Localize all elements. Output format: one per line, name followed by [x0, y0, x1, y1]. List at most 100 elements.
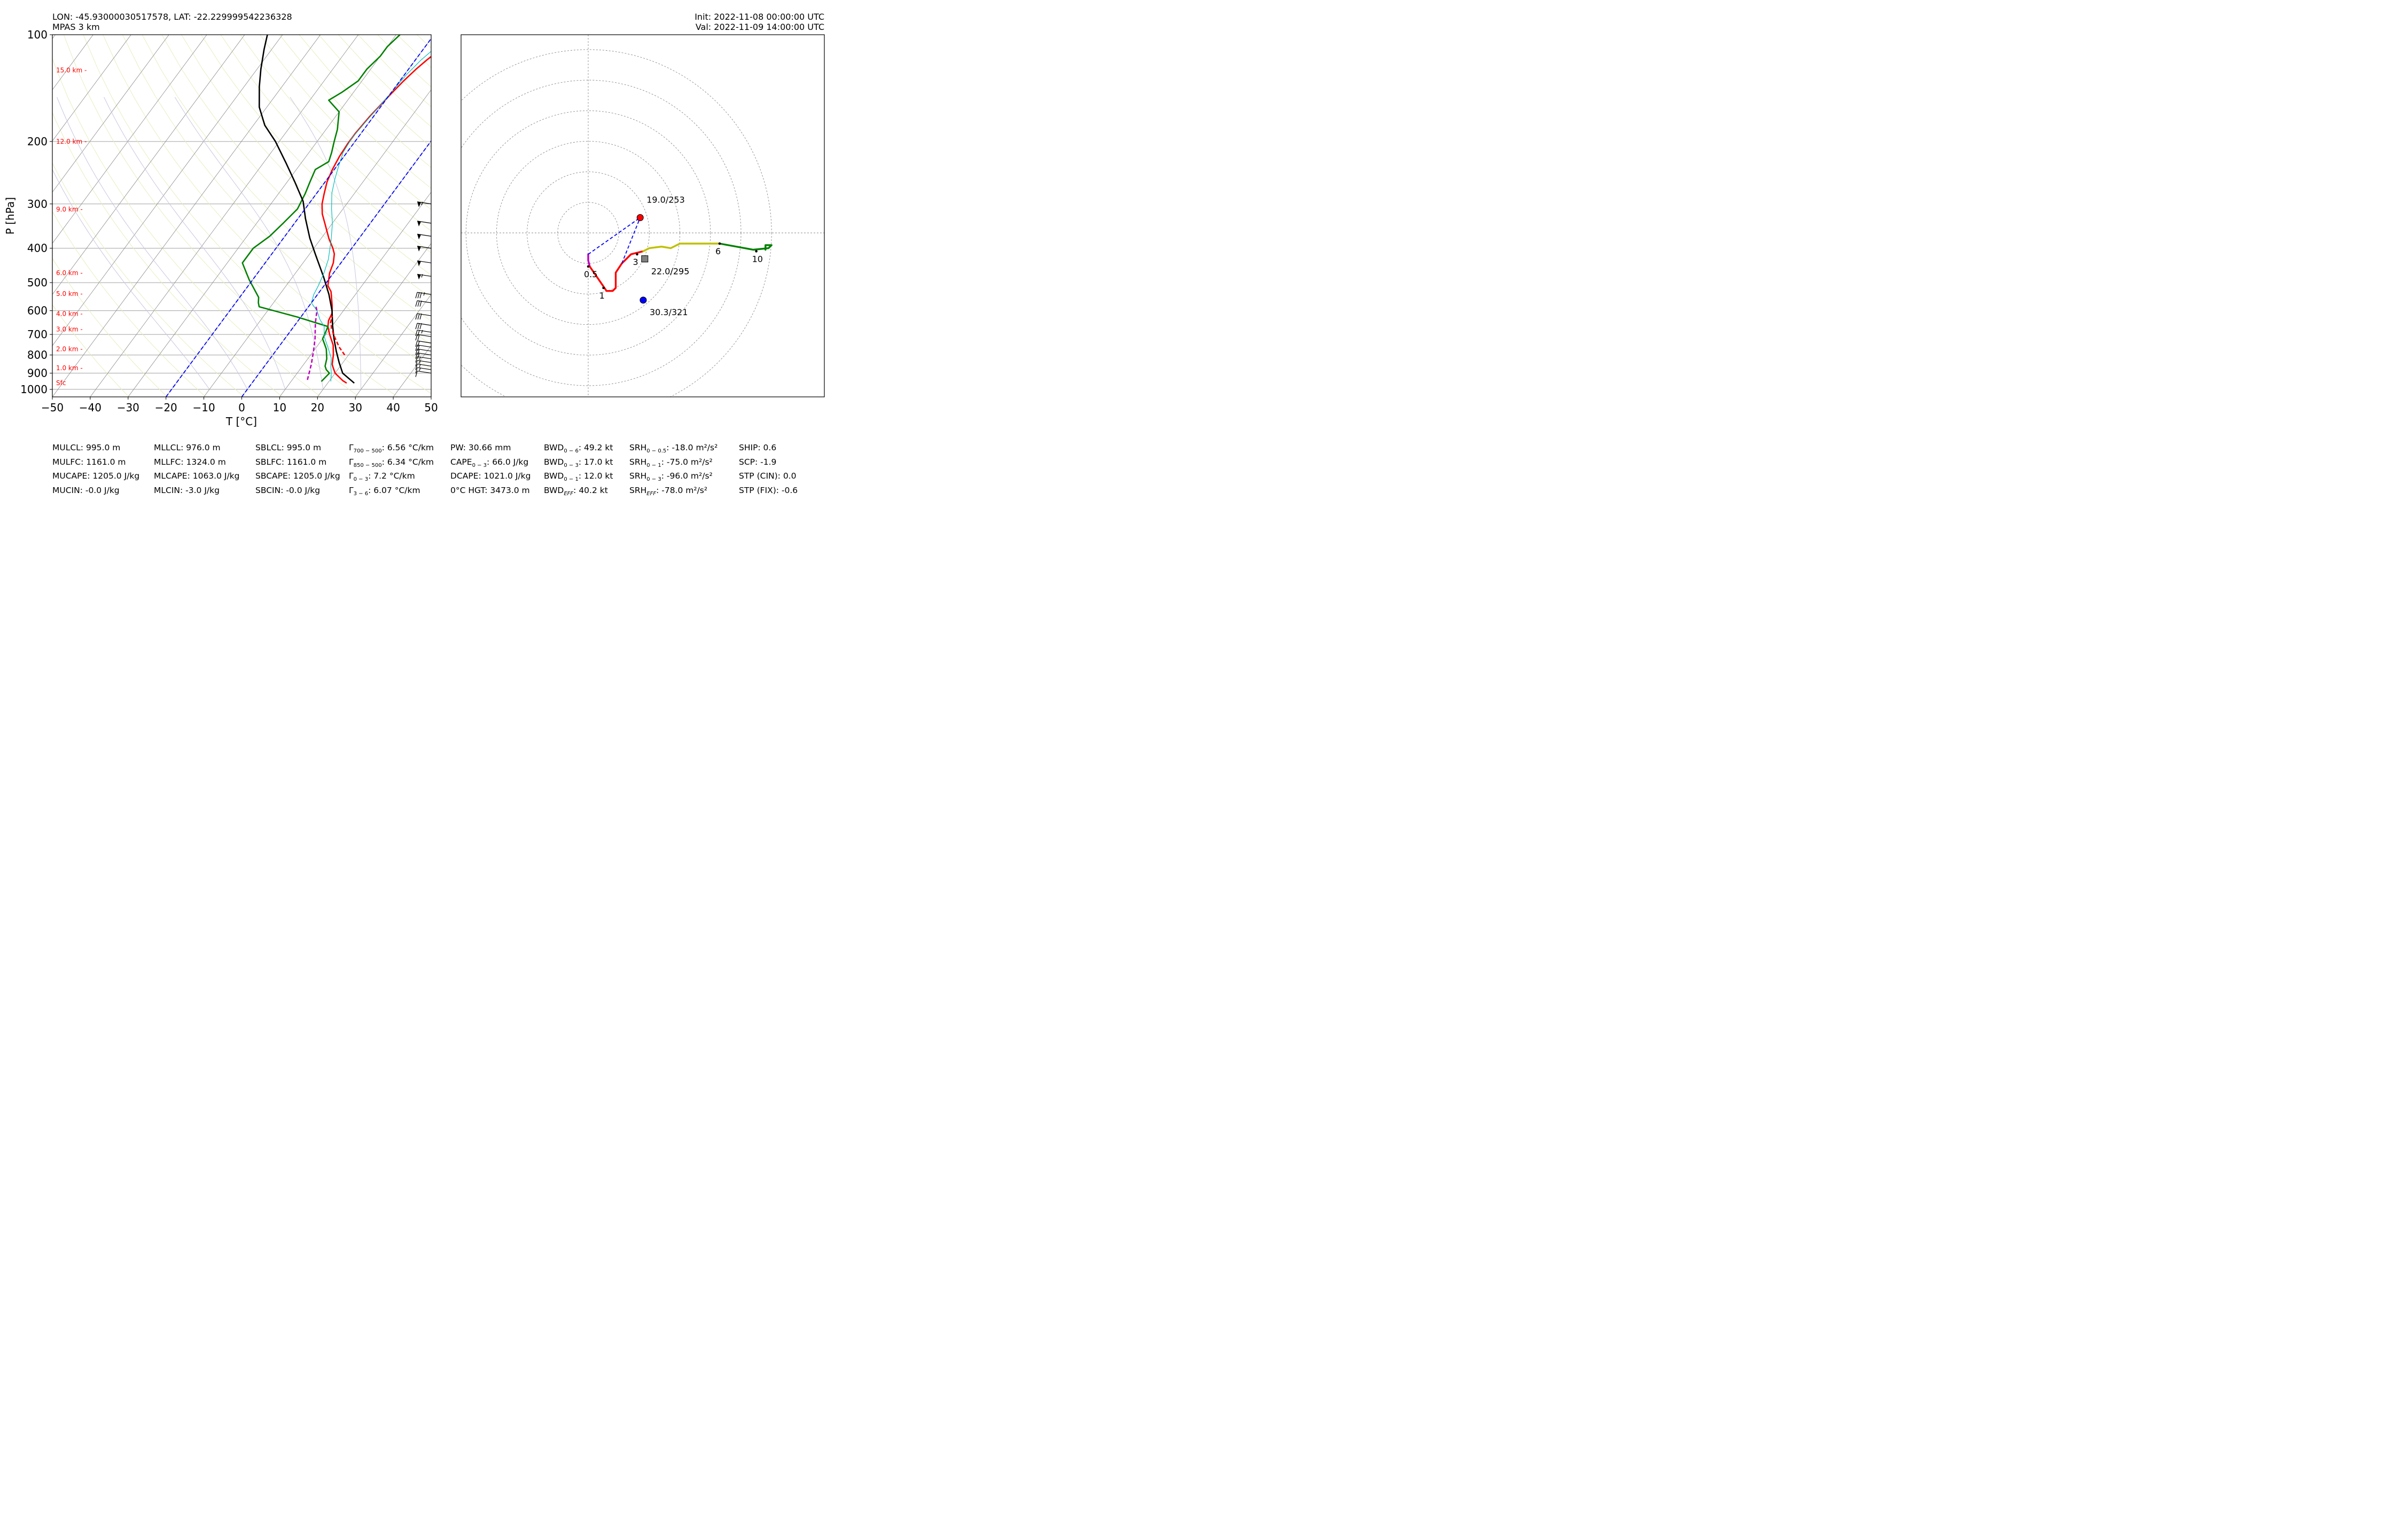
wind-barbs	[415, 201, 432, 377]
barb-flag	[415, 334, 418, 341]
height-dot	[602, 286, 605, 290]
dry-adiabat	[52, 257, 168, 397]
param-name: Γ	[349, 457, 354, 467]
dashed-line	[330, 315, 346, 356]
dry-adiabat	[220, 35, 431, 254]
param-sub: 0 − 3	[646, 476, 661, 483]
param-mulfc: MULFC: 1161.0 m	[52, 457, 126, 467]
y-tick-label: 200	[27, 135, 48, 148]
param-srh-0-3: SRH0 − 3: -96.0 m²/s²	[629, 471, 718, 485]
param-name: SRH	[629, 443, 647, 452]
barb-flag	[415, 345, 418, 351]
barb-shaft	[417, 363, 432, 367]
barb-pennant	[417, 261, 421, 267]
barb-flag	[415, 300, 418, 307]
param-value: : 6.07 °C/km	[368, 485, 420, 495]
param-name: BWD	[544, 471, 564, 481]
param-sub: 0 − 0.5	[646, 448, 667, 455]
param-name: SRH	[629, 471, 647, 481]
param-sub: 0 − 6	[564, 448, 579, 455]
wind-barb	[415, 363, 432, 370]
dry-adiabat	[260, 35, 431, 210]
dry-adiabat	[436, 35, 829, 397]
param-lapse-0-3: Γ0 − 3: 7.2 °C/km	[349, 471, 434, 485]
param-mllfc: MLLFC: 1324.0 m	[154, 457, 226, 467]
param-name: BWD	[544, 443, 564, 452]
param-sbcape: SBCAPE: 1205.0 J/kg	[255, 471, 340, 481]
wind-barb	[417, 201, 432, 207]
barb-flag	[415, 360, 418, 366]
barb-shaft	[417, 370, 432, 374]
barb-half-flag	[419, 356, 421, 360]
param-scp: SCP: -1.9	[739, 457, 777, 467]
wind-barb	[417, 273, 432, 280]
height-label: 5.0 km -	[56, 290, 83, 298]
barb-pennant	[417, 234, 421, 240]
barb-flag	[415, 353, 418, 359]
barb-shaft	[417, 356, 432, 359]
parcel-line	[259, 35, 355, 384]
height-label: Sfc	[56, 379, 66, 387]
wind-barb	[415, 367, 432, 374]
barb-half-flag	[419, 364, 421, 368]
height-marker-label: 10	[752, 254, 763, 264]
param-value: : 7.2 °C/km	[368, 471, 415, 481]
dry-adiabat	[83, 35, 398, 397]
x-tick-label: 40	[386, 401, 400, 414]
param-value: : 17.0 kt	[578, 457, 613, 467]
figure: Sfc 1.0 km - 2.0 km - 3.0 km - 4.0 km - 5.0 k…	[4, 28, 829, 428]
barb-flag	[417, 340, 420, 347]
isotherm	[52, 35, 321, 397]
param-value: : -78.0 m²/s²	[656, 485, 708, 495]
barb-flag	[417, 300, 420, 307]
hodograph-segment	[642, 243, 721, 252]
dashed-line	[307, 307, 318, 380]
barb-shaft	[417, 360, 432, 363]
barb-flag	[415, 292, 418, 299]
param-sub: EFF	[646, 490, 657, 497]
dry-adiabat	[52, 57, 322, 397]
moist-adiabat	[52, 169, 210, 390]
wind-barb	[415, 300, 432, 307]
wind-barb	[415, 292, 432, 299]
wind-barb	[415, 313, 432, 320]
wind-barb	[415, 340, 432, 347]
param-sub: 3 − 6	[353, 490, 369, 497]
barb-flag	[419, 313, 422, 320]
hodograph-frame	[461, 34, 825, 397]
y-tick-label: 600	[27, 304, 48, 317]
dry-adiabat	[377, 35, 431, 88]
param-value: : -18.0 m²/s²	[666, 443, 718, 452]
wind-barb	[415, 352, 432, 359]
barb-half-flag	[423, 292, 425, 296]
params-column-5: PW: 30.66 mm CAPE0 − 3: 66.0 J/kg DCAPE:…	[450, 442, 531, 499]
height-marker-label: 1	[599, 291, 605, 301]
y-axis-ticks: 100 200 300 400 500 600 700 800 900 1000	[20, 28, 52, 396]
param-mlcin: MLCIN: -3.0 J/kg	[154, 485, 220, 495]
hodograph-ring	[496, 140, 681, 325]
barb-flag	[417, 292, 420, 299]
param-mulcl: MULCL: 995.0 m	[52, 443, 121, 452]
param-sbcin: SBCIN: -0.0 J/kg	[255, 485, 321, 495]
dry-adiabat	[279, 35, 431, 189]
hodograph-ring	[527, 171, 650, 294]
moist-adiabat	[104, 97, 286, 390]
skew-t-panel: Sfc 1.0 km - 2.0 km - 3.0 km - 4.0 km - 5.0 k…	[4, 28, 829, 428]
storm-motion-label: 19.0/253	[646, 194, 685, 205]
isotherm	[52, 35, 169, 193]
height-label: 12.0 km -	[56, 138, 87, 145]
param-mucape: MUCAPE: 1205.0 J/kg	[52, 471, 140, 481]
x-tick-label: 50	[424, 401, 438, 414]
param-mllcl: MLLCL: 976.0 m	[154, 443, 221, 452]
barb-flag	[415, 313, 418, 320]
isotherm	[52, 35, 283, 346]
isotherm	[431, 35, 699, 397]
dry-adiabat	[495, 35, 829, 397]
location-label: LON: -45.93000030517578, LAT: -22.229999…	[52, 12, 292, 22]
param-lapse-3-6: Γ3 − 6: 6.07 °C/km	[349, 485, 434, 499]
isotherm	[52, 35, 245, 295]
dry-adiabat	[52, 112, 283, 397]
param-pw: PW: 30.66 mm	[450, 443, 511, 452]
param-name: CAPE	[450, 457, 472, 467]
param-srh-0-05: SRH0 − 0.5: -18.0 m²/s²	[629, 442, 718, 457]
